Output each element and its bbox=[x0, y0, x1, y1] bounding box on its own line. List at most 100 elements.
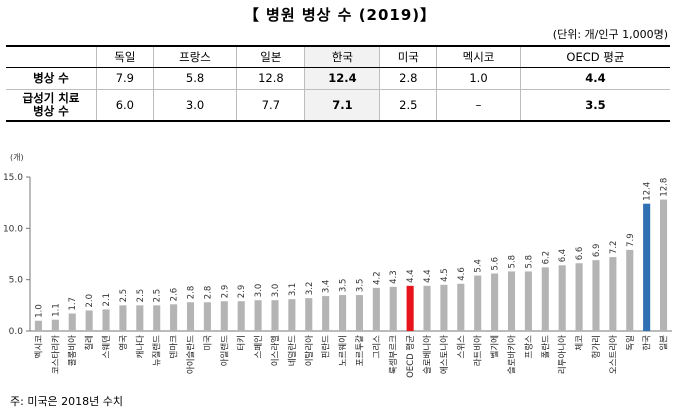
bar-value-label: 4.3 bbox=[389, 270, 399, 284]
bar-value-label: 6.4 bbox=[558, 249, 568, 263]
x-tick-label: 캐나다 bbox=[136, 335, 146, 359]
bar bbox=[423, 285, 431, 331]
bar bbox=[541, 267, 549, 331]
table-cell: 7.9 bbox=[96, 67, 154, 90]
table-cell: 1.0 bbox=[436, 67, 521, 90]
bar bbox=[558, 265, 566, 331]
table-header-cell: OECD 평균 bbox=[519, 45, 670, 68]
bar bbox=[322, 296, 330, 331]
bar-value-label: 5.8 bbox=[524, 255, 534, 269]
table-header-cell: 독일 bbox=[96, 45, 154, 68]
bar bbox=[339, 295, 347, 331]
bar bbox=[355, 295, 363, 331]
x-tick-label: 스웨덴 bbox=[101, 335, 112, 359]
bar bbox=[288, 299, 296, 331]
bar-value-label: 7.9 bbox=[626, 233, 636, 247]
bar-value-label: 4.4 bbox=[406, 269, 416, 283]
y-tick-label: 10.0 bbox=[3, 224, 23, 234]
bar-value-label: 2.5 bbox=[153, 289, 163, 303]
bar bbox=[170, 304, 178, 331]
bar-value-label: 3.5 bbox=[355, 279, 365, 293]
x-tick-label: 미국 bbox=[203, 335, 213, 351]
row-label: 급성기 치료 병상 수 bbox=[6, 89, 97, 122]
y-tick-label: 5.0 bbox=[9, 276, 24, 286]
table-cell: 3.0 bbox=[152, 89, 237, 122]
y-tick-label: 0.0 bbox=[9, 327, 24, 337]
bar-value-label: 2.8 bbox=[203, 286, 213, 300]
x-tick-label: 헝가리 bbox=[592, 335, 602, 358]
table-cell: 7.1 bbox=[304, 89, 380, 122]
bar bbox=[51, 319, 59, 331]
x-tick-label: OECD 평균 bbox=[405, 335, 416, 378]
bar bbox=[474, 275, 482, 331]
bar-value-label: 1.1 bbox=[51, 303, 61, 317]
x-tick-label: 독일 bbox=[626, 335, 636, 351]
bar-value-label: 6.6 bbox=[575, 247, 585, 261]
table-header-cell bbox=[6, 45, 97, 68]
bar-value-label: 1.7 bbox=[68, 297, 78, 311]
bar bbox=[575, 263, 583, 331]
table-cell: – bbox=[436, 89, 521, 122]
footnote: 주: 미국은 2018년 수치 bbox=[10, 395, 124, 408]
bar-value-label: 2.0 bbox=[85, 294, 95, 308]
bar-value-label: 2.5 bbox=[119, 289, 129, 303]
x-tick-label: 콜롬비아 bbox=[67, 335, 78, 366]
bar bbox=[186, 302, 195, 331]
x-tick-label: 그리스 bbox=[372, 335, 382, 359]
bar-value-label: 3.1 bbox=[288, 283, 298, 297]
table-header-cell: 한국 bbox=[304, 45, 380, 68]
bar bbox=[592, 260, 600, 331]
y-unit-label: (개) bbox=[10, 152, 24, 162]
unit-label: (단위: 개/인구 1,000명) bbox=[552, 28, 668, 41]
x-tick-label: 노르웨이 bbox=[338, 335, 349, 366]
table-cell: 12.4 bbox=[304, 67, 380, 90]
bar bbox=[507, 271, 516, 331]
x-tick-label: 네덜란드 bbox=[287, 335, 298, 366]
row-label-line: 병상 수 bbox=[33, 103, 69, 118]
table-cell: 4.4 bbox=[519, 67, 670, 90]
x-tick-label: 스페인 bbox=[253, 335, 264, 358]
bar-value-label: 2.6 bbox=[170, 288, 180, 302]
table-header-cell: 멕시코 bbox=[436, 45, 521, 68]
x-tick-label: 코스타리카 bbox=[51, 335, 61, 374]
x-tick-label: 덴마크 bbox=[170, 335, 180, 359]
table-cell: 2.8 bbox=[379, 67, 437, 90]
x-tick-label: 터키 bbox=[237, 335, 247, 351]
bar-value-label: 4.4 bbox=[423, 269, 433, 283]
x-tick-label: 라트비아 bbox=[473, 335, 484, 366]
bar-value-label: 2.9 bbox=[220, 285, 230, 299]
table-header-cell: 미국 bbox=[379, 45, 437, 68]
row-label-line: 급성기 치료 bbox=[22, 90, 80, 105]
bar bbox=[491, 273, 499, 331]
x-tick-label: 슬로바키아 bbox=[507, 335, 518, 374]
summary-table: 독일 프랑스 일본 한국 미국 멕시코 OECD 평균 병상 수 7.9 5.8… bbox=[6, 45, 670, 122]
table-cell: 3.5 bbox=[519, 89, 670, 122]
table-cell: 2.5 bbox=[379, 89, 437, 122]
table-header-cell: 일본 bbox=[236, 45, 305, 68]
bar-value-label: 6.2 bbox=[541, 251, 551, 265]
bar-value-label: 6.9 bbox=[592, 244, 602, 258]
bar bbox=[440, 284, 448, 331]
bar-value-label: 4.5 bbox=[440, 268, 450, 282]
bar-value-label: 3.5 bbox=[339, 279, 349, 293]
x-tick-label: 한국 bbox=[643, 335, 653, 351]
bar bbox=[203, 302, 211, 331]
bar-value-label: 3.4 bbox=[322, 280, 332, 294]
x-tick-label: 영국 bbox=[118, 335, 129, 351]
bar bbox=[136, 305, 144, 331]
bar-value-label: 2.5 bbox=[136, 289, 146, 303]
x-tick-label: 프랑스 bbox=[523, 335, 534, 359]
bar bbox=[524, 271, 532, 331]
y-tick-label: 15.0 bbox=[3, 173, 23, 183]
bar-value-label: 2.9 bbox=[237, 285, 247, 299]
table-cell: 7.7 bbox=[236, 89, 305, 122]
x-tick-label: 핀란드 bbox=[321, 335, 332, 359]
x-tick-label: 체코 bbox=[574, 335, 585, 351]
bar bbox=[643, 203, 651, 331]
table-cell: 12.8 bbox=[236, 67, 305, 90]
bar bbox=[34, 320, 42, 331]
bar-value-label: 5.6 bbox=[491, 257, 501, 271]
table-header-cell: 프랑스 bbox=[152, 45, 237, 68]
table-header-row: 독일 프랑스 일본 한국 미국 멕시코 OECD 평균 bbox=[6, 45, 670, 68]
bar bbox=[153, 305, 161, 331]
